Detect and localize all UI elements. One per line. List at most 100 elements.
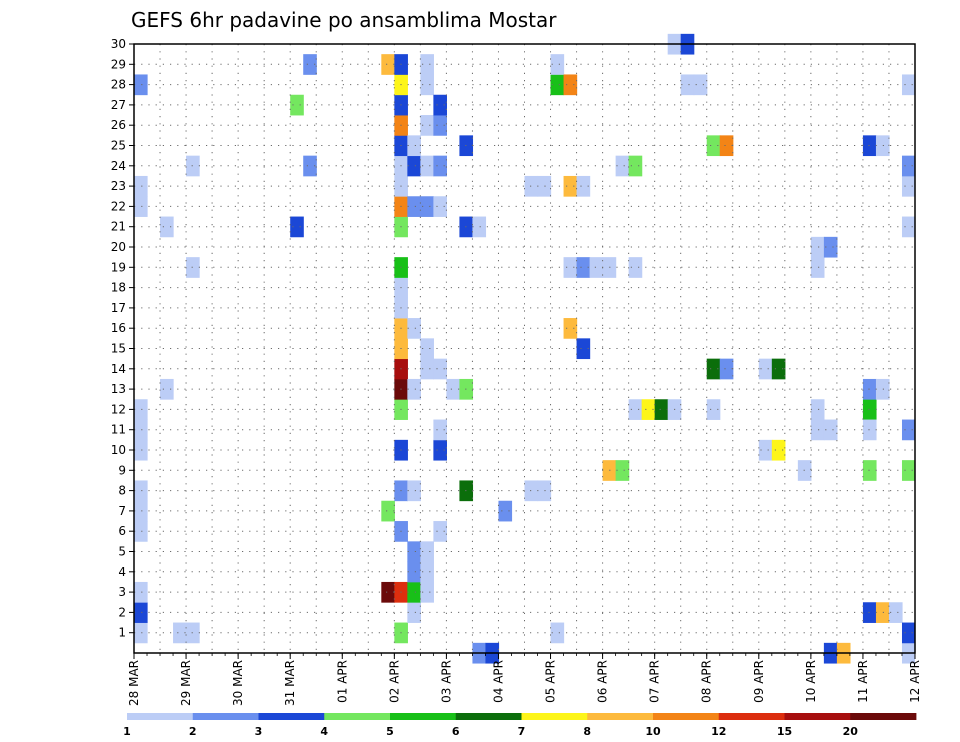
x-tick-label: 28 MAR <box>127 660 141 706</box>
precip-cell <box>563 257 578 278</box>
precip-cell <box>433 94 447 116</box>
precip-cell <box>862 419 877 441</box>
precip-cell <box>420 358 434 380</box>
precip-cell <box>433 439 447 461</box>
colorbar-label: 4 <box>320 725 328 738</box>
precipitation-cells <box>134 33 915 664</box>
x-tick-label: 31 MAR <box>283 660 297 706</box>
precip-cell <box>407 541 421 563</box>
grid-lines <box>134 43 915 653</box>
precip-cell <box>758 358 773 380</box>
x-tick-label: 30 MAR <box>231 660 245 706</box>
precip-cell <box>823 419 838 441</box>
colorbar-swatch <box>455 713 522 720</box>
y-tick-label: 11 <box>111 423 126 437</box>
precip-cell <box>563 175 578 197</box>
y-tick-label: 13 <box>111 382 126 396</box>
precip-cell <box>407 561 421 583</box>
precip-cell <box>537 480 552 502</box>
y-tick-label: 22 <box>111 199 126 213</box>
colorbar-swatch <box>521 713 588 720</box>
y-tick-label: 6 <box>118 524 126 538</box>
y-tick-label: 29 <box>111 57 126 71</box>
precip-cell <box>433 196 447 217</box>
precip-cell <box>134 196 148 217</box>
precip-cell <box>381 581 395 603</box>
precip-cell <box>771 439 786 461</box>
precip-cell <box>576 338 591 360</box>
precip-cell <box>420 115 434 136</box>
colorbar-swatch <box>390 713 457 720</box>
precip-cell <box>472 216 487 238</box>
precip-cell <box>875 602 890 623</box>
precip-cell <box>901 419 915 441</box>
precip-cell <box>381 54 395 75</box>
precip-cell <box>810 399 825 420</box>
colorbar-label: 7 <box>518 725 526 738</box>
precip-cell <box>134 399 148 420</box>
colorbar-swatch <box>324 713 391 720</box>
precip-cell <box>407 581 421 603</box>
x-tick-label: 06 APR <box>596 660 610 703</box>
precip-cell <box>901 175 915 197</box>
precip-cell <box>862 378 877 400</box>
precip-cell <box>134 480 148 502</box>
y-tick-label: 2 <box>118 605 126 619</box>
precip-cell <box>862 460 877 481</box>
precip-cell <box>615 155 630 177</box>
precip-cell <box>758 439 773 461</box>
y-tick-label: 10 <box>111 443 126 457</box>
precip-cell <box>186 155 200 177</box>
precip-cell <box>641 399 656 420</box>
precip-cell <box>433 521 447 542</box>
precip-cell <box>160 378 174 400</box>
precip-cell <box>407 318 421 339</box>
precip-cell <box>433 115 447 136</box>
precip-cell <box>134 500 148 522</box>
x-tick-label: 04 APR <box>491 660 505 703</box>
precip-cell <box>524 480 539 502</box>
precip-cell <box>420 54 434 75</box>
colorbar-label: 6 <box>452 725 460 738</box>
precip-cell <box>134 74 148 96</box>
x-tick-label: 01 APR <box>335 660 349 703</box>
precip-cell <box>823 236 838 258</box>
precip-cell <box>420 581 434 603</box>
precip-cell <box>303 155 317 177</box>
precip-cell <box>901 74 915 96</box>
precip-cell <box>862 135 877 157</box>
y-tick-label: 8 <box>118 484 126 498</box>
y-tick-label: 17 <box>111 301 126 315</box>
precip-cell <box>862 399 877 420</box>
y-tick-label: 20 <box>111 240 126 254</box>
colorbar-swatch <box>587 713 654 720</box>
precip-cell <box>563 318 578 339</box>
colorbar-swatch <box>258 713 325 720</box>
y-tick-label: 24 <box>111 159 126 173</box>
precip-cell <box>706 358 721 380</box>
x-tick-label: 07 APR <box>648 660 662 703</box>
precip-cell <box>537 175 552 197</box>
plot-frame <box>133 43 916 654</box>
color-legend: 1 2 3 4 5 6 7 8 10 12 15 20 <box>123 713 917 738</box>
precip-cell <box>420 338 434 360</box>
y-axis: 1234567891011121314151617181920212223242… <box>111 37 134 640</box>
precip-cell <box>615 460 630 481</box>
y-tick-label: 1 <box>118 626 126 640</box>
precip-cell <box>875 135 890 157</box>
precip-cell <box>134 175 148 197</box>
precip-cell <box>680 74 695 96</box>
precip-cell <box>810 419 825 441</box>
x-tick-label: 10 APR <box>804 660 818 703</box>
y-tick-label: 15 <box>111 342 126 356</box>
precip-cell <box>550 74 565 96</box>
y-tick-label: 12 <box>111 402 126 416</box>
x-tick-label: 05 APR <box>544 660 558 703</box>
precip-cell <box>901 216 915 238</box>
precip-cell <box>407 155 421 177</box>
precip-cell <box>771 358 786 380</box>
precip-cell <box>290 94 304 116</box>
precip-cell <box>173 622 187 644</box>
x-tick-label: 03 APR <box>439 660 453 703</box>
